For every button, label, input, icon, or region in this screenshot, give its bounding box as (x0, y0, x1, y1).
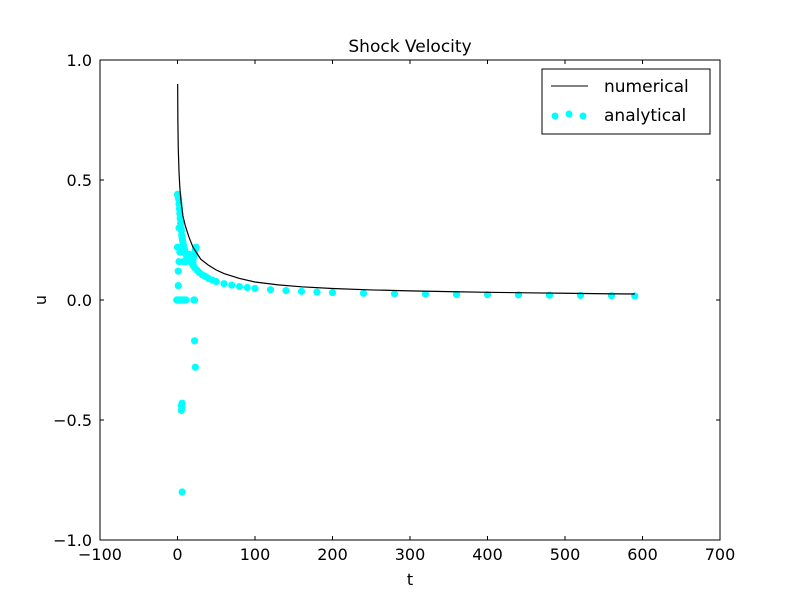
analytical-point (313, 288, 321, 296)
x-tick-label: 400 (472, 545, 503, 564)
analytical-point (359, 289, 368, 297)
analytical-point (179, 248, 187, 256)
analytical-point (251, 284, 259, 293)
analytical-point (190, 253, 198, 261)
numerical-line (177, 83, 635, 295)
y-tick-label: −0.5 (53, 411, 92, 430)
legend: numerical analytical (541, 68, 711, 135)
y-tick-label: 1.0 (67, 51, 92, 70)
legend-analytical-swatch (565, 110, 573, 118)
analytical-point (228, 281, 236, 289)
analytical-point (190, 296, 199, 304)
analytical-point (190, 337, 199, 345)
analytical-point (266, 286, 275, 294)
legend-analytical-label: analytical (604, 106, 686, 126)
legend-box (541, 68, 711, 135)
x-tick-label: 700 (705, 545, 736, 564)
x-tick-label: 200 (317, 545, 348, 564)
y-axis-label: u (31, 295, 50, 305)
analytical-point (607, 292, 616, 300)
x-tick-label: 0 (172, 545, 182, 564)
x-tick-label: 300 (395, 545, 426, 564)
x-tick-label: −100 (78, 545, 122, 564)
analytical-point (175, 224, 183, 232)
x-tick-label: 100 (240, 545, 271, 564)
analytical-point (174, 282, 182, 290)
analytical-point (174, 267, 182, 275)
y-tick-label: 0.5 (67, 171, 92, 190)
chart-title: Shock Velocity (348, 37, 471, 57)
analytical-point (421, 290, 430, 298)
analytical-point (212, 277, 220, 286)
plot-area (100, 60, 720, 540)
y-tick-label: −1.0 (53, 531, 92, 550)
series-layer (173, 83, 639, 496)
y-axis: −1.0 −0.5 0.0 0.5 1.0 (53, 51, 720, 550)
analytical-point (452, 290, 461, 299)
x-tick-label: 500 (550, 545, 581, 564)
analytical-point (328, 288, 337, 297)
analytical-point (390, 290, 399, 298)
legend-analytical-swatch (551, 112, 559, 120)
analytical-point (243, 283, 251, 292)
analytical-point (178, 404, 186, 412)
x-axis-label: t (407, 570, 413, 589)
analytical-point (220, 280, 228, 288)
x-tick-label: 600 (627, 545, 658, 564)
analytical-point (191, 363, 199, 371)
analytical-point (297, 287, 306, 295)
analytical-point (282, 287, 290, 295)
y-tick-label: 0.0 (67, 291, 92, 310)
legend-analytical-swatch (579, 112, 587, 120)
analytical-point (178, 488, 186, 496)
x-axis: −100 0 100 200 300 400 500 600 700 (78, 60, 735, 564)
legend-numerical-label: numerical (604, 77, 689, 97)
analytical-point (235, 282, 244, 291)
analytical-point (182, 296, 190, 304)
